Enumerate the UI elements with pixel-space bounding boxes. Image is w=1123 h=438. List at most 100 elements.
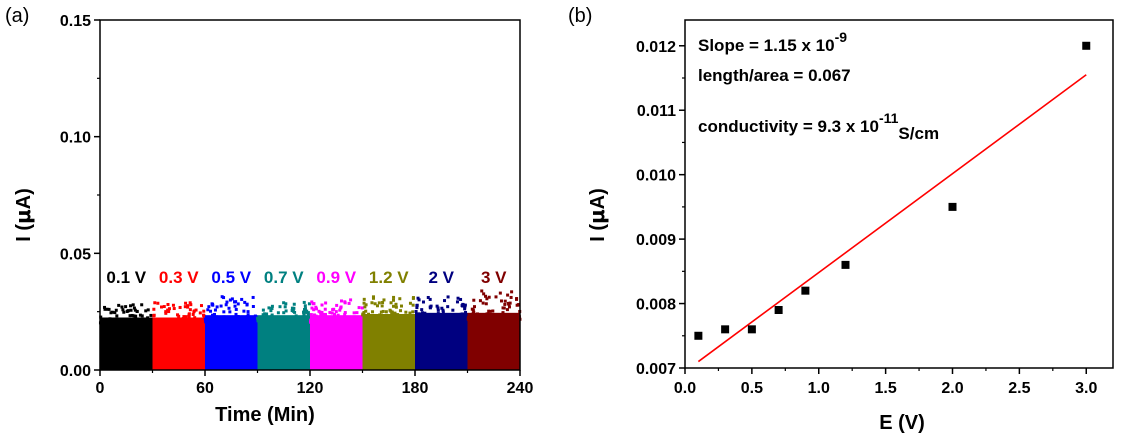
data-point bbox=[167, 307, 171, 311]
data-point bbox=[235, 320, 239, 324]
data-point bbox=[252, 320, 256, 324]
data-point bbox=[324, 320, 328, 324]
data-point bbox=[260, 320, 264, 324]
data-point bbox=[105, 307, 109, 311]
data-point bbox=[106, 321, 110, 325]
data-point bbox=[197, 321, 201, 325]
data-point bbox=[417, 298, 421, 302]
data-point bbox=[436, 308, 440, 312]
data-point bbox=[227, 306, 231, 310]
data-point bbox=[505, 308, 509, 312]
data-point bbox=[323, 307, 327, 311]
data-point bbox=[436, 306, 440, 310]
data-point bbox=[434, 317, 438, 321]
data-point bbox=[421, 300, 425, 304]
data-point bbox=[276, 311, 280, 315]
segment-2 bbox=[203, 295, 258, 370]
data-point bbox=[222, 318, 226, 322]
data-point bbox=[282, 311, 286, 315]
data-point bbox=[133, 308, 137, 312]
data-point bbox=[307, 302, 311, 306]
segment-band bbox=[100, 317, 153, 370]
data-point bbox=[307, 313, 311, 317]
data-point bbox=[280, 316, 284, 320]
data-point bbox=[404, 314, 408, 318]
data-point bbox=[389, 301, 393, 305]
data-point bbox=[122, 318, 126, 322]
data-point bbox=[303, 304, 307, 308]
data-point bbox=[234, 300, 238, 304]
data-point bbox=[484, 302, 488, 306]
data-point bbox=[347, 301, 351, 305]
data-point bbox=[435, 304, 439, 308]
data-point bbox=[172, 318, 176, 322]
data-point bbox=[270, 319, 274, 323]
data-point bbox=[408, 301, 412, 305]
data-point bbox=[171, 303, 175, 307]
data-point bbox=[287, 317, 291, 321]
data-point bbox=[245, 315, 249, 319]
data-point bbox=[117, 320, 121, 324]
data-point bbox=[367, 312, 371, 316]
data-point bbox=[176, 313, 180, 317]
data-point bbox=[437, 318, 441, 322]
data-point bbox=[224, 303, 228, 307]
data-point bbox=[110, 310, 114, 314]
segment-band bbox=[415, 312, 468, 370]
data-point bbox=[202, 314, 206, 318]
data-point bbox=[274, 317, 278, 321]
data-point bbox=[948, 202, 957, 211]
segment-label: 0.9 V bbox=[316, 268, 356, 287]
segment-3 bbox=[256, 300, 311, 370]
data-point bbox=[410, 317, 414, 321]
data-point bbox=[194, 308, 198, 312]
data-point bbox=[144, 309, 148, 313]
data-point bbox=[195, 318, 199, 322]
data-point bbox=[353, 319, 357, 323]
data-point bbox=[198, 311, 202, 315]
data-point bbox=[140, 319, 144, 323]
data-point bbox=[517, 303, 521, 307]
data-point bbox=[189, 303, 193, 307]
data-point bbox=[478, 299, 482, 303]
data-point bbox=[215, 305, 219, 309]
data-point bbox=[388, 308, 392, 312]
data-point bbox=[396, 315, 400, 319]
data-point bbox=[398, 315, 402, 319]
data-point bbox=[487, 309, 491, 313]
data-point bbox=[178, 305, 182, 309]
data-point bbox=[841, 260, 850, 269]
data-point bbox=[207, 320, 211, 324]
data-point bbox=[146, 308, 150, 312]
data-point bbox=[694, 331, 703, 340]
data-point bbox=[383, 316, 387, 320]
data-point bbox=[153, 322, 157, 326]
data-point bbox=[337, 319, 341, 323]
segment-4 bbox=[309, 298, 364, 370]
data-point bbox=[338, 308, 342, 312]
data-point bbox=[384, 310, 388, 314]
data-point bbox=[189, 322, 193, 326]
data-point bbox=[185, 321, 189, 325]
data-point bbox=[441, 310, 445, 314]
x-tick-label: 240 bbox=[507, 380, 534, 397]
x-tick-label: 180 bbox=[402, 380, 429, 397]
data-point bbox=[396, 319, 400, 323]
data-point bbox=[503, 299, 507, 303]
data-point bbox=[371, 296, 375, 300]
data-point bbox=[211, 313, 215, 317]
data-point bbox=[199, 304, 203, 308]
data-point bbox=[134, 322, 138, 326]
data-point bbox=[440, 306, 444, 310]
data-point bbox=[459, 297, 463, 301]
data-point bbox=[359, 317, 363, 321]
data-point bbox=[176, 318, 180, 322]
data-point bbox=[422, 314, 426, 318]
data-point bbox=[243, 318, 247, 322]
data-point bbox=[214, 317, 218, 321]
data-point bbox=[226, 316, 230, 320]
data-point bbox=[507, 318, 511, 322]
data-point bbox=[302, 310, 306, 314]
data-point bbox=[447, 318, 451, 322]
data-point bbox=[509, 295, 513, 299]
